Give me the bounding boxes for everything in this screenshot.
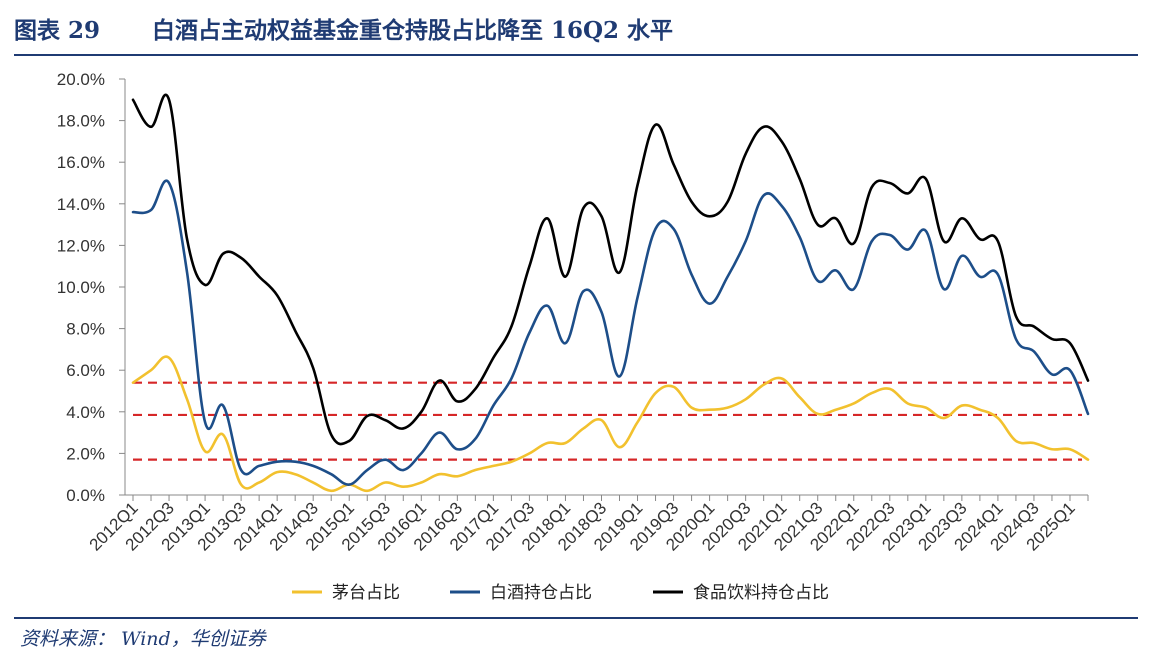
y-tick-label: 6.0%	[66, 361, 105, 380]
y-tick-label: 20.0%	[57, 70, 105, 89]
reference-lines	[133, 381, 1082, 461]
legend-label-baijiu: 白酒持仓占比	[490, 583, 592, 603]
series-line-baijiu	[131, 179, 1090, 486]
bottom-rule	[14, 617, 1138, 619]
y-tick-label: 4.0%	[66, 403, 105, 422]
y-tick-label: 16.0%	[57, 153, 105, 172]
series-lines	[131, 93, 1090, 493]
legend-label-food: 食品饮料持仓占比	[693, 583, 829, 603]
axis-layer: 0.0% 2.0% 4.0% 6.0% 8.0% 10.0% 12.0% 14.0% 16.0%…	[57, 70, 1089, 505]
y-tick-label: 12.0%	[57, 236, 105, 255]
y-tick-label: 10.0%	[57, 278, 105, 297]
y-tick-label: 18.0%	[57, 112, 105, 131]
y-tick-label: 2.0%	[66, 444, 105, 463]
y-tick-label: 8.0%	[66, 320, 105, 339]
legend-label-maotai: 茅台占比	[332, 583, 400, 603]
series-line-food	[131, 93, 1090, 446]
y-tick-label: 14.0%	[57, 195, 105, 214]
legend: 茅台占比 白酒持仓占比 食品饮料持仓占比	[292, 583, 829, 603]
figure-number: 图表 29	[14, 17, 101, 44]
series-line-maotai	[131, 355, 1090, 493]
line-chart: 0.0% 2.0% 4.0% 6.0% 8.0% 10.0% 12.0% 14.0% 16.0%…	[57, 70, 1090, 603]
top-rule	[14, 54, 1138, 56]
source-note: 资料来源： Wind，华创证券	[20, 628, 266, 650]
figure-header: 图表 29 白酒占主动权益基金重仓持股占比降至 16Q2 水平	[0, 0, 1156, 58]
figure-title: 白酒占主动权益基金重仓持股占比降至 16Q2 水平	[152, 17, 674, 44]
y-tick-label: 0.0%	[66, 486, 105, 505]
x-tick-labels: 2012Q12012Q32013Q12013Q32014Q12014Q32015…	[86, 498, 1079, 554]
